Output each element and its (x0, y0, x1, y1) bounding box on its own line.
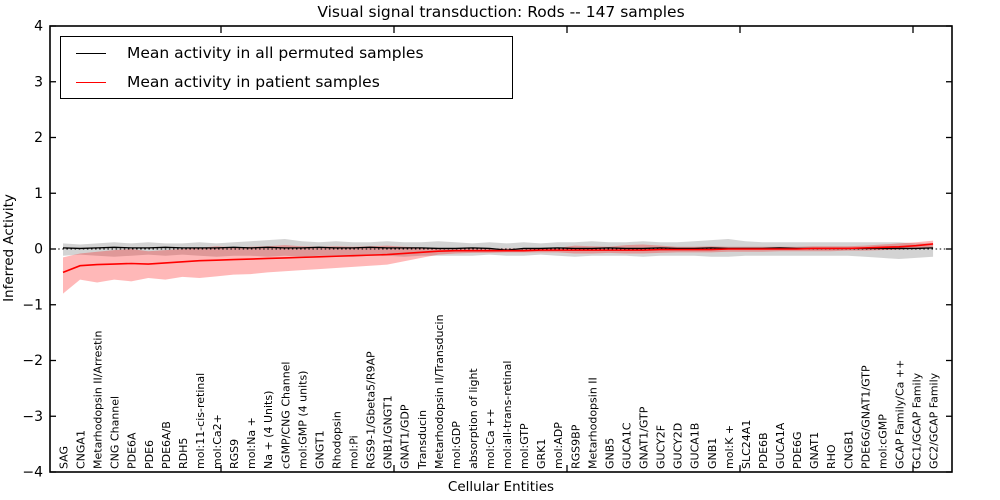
legend-item-label: Mean activity in patient samples (127, 73, 380, 91)
x-category-label: mol:GMP (4 units) (296, 371, 309, 469)
x-category-label: Na + (4 Units) (262, 391, 275, 469)
y-tick-label: −4 (22, 465, 43, 481)
chart-title: Visual signal transduction: Rods -- 147 … (317, 3, 685, 21)
y-tick-label: 4 (34, 19, 43, 35)
x-category-label: mol:K + (723, 425, 736, 469)
x-category-label: SAG (58, 446, 71, 469)
permuted-mean-line (62, 246, 934, 251)
legend-line-sample (76, 81, 106, 83)
x-category-label: PDE6G (791, 431, 804, 469)
x-category-label: RDH5 (177, 438, 190, 469)
x-category-label: CNG Channel (109, 396, 122, 469)
x-category-label: GUCA1B (689, 423, 702, 469)
legend-item-patient: Mean activity in patient samples (61, 68, 512, 97)
x-category-label: Transducin (416, 410, 429, 470)
x-category-label: RGS9-1/Gbeta5/R9AP (365, 351, 378, 469)
x-category-label: RGS9BP (569, 424, 582, 469)
x-category-label: GUCY2F (655, 425, 668, 469)
x-category-label: GNB1/GNGT1 (382, 395, 395, 469)
patient-band (63, 240, 934, 294)
x-category-label: GNB1 (706, 438, 719, 469)
x-category-label: mol:all-trans-retinal (501, 361, 514, 469)
legend: Mean activity in all permuted samples Me… (60, 36, 513, 99)
x-category-label: mol:Ca2+ (211, 414, 224, 469)
x-category-label: mol:GDP (450, 421, 463, 469)
x-category-label: GC2/GCAP Family (928, 372, 941, 469)
x-category-label: GNB5 (603, 438, 616, 469)
x-axis-label: Cellular Entities (447, 479, 555, 495)
y-tick-label: −2 (22, 353, 43, 369)
legend-item-permuted: Mean activity in all permuted samples (61, 39, 512, 68)
x-category-label: mol:cGMP (876, 414, 889, 469)
x-category-label: GUCY2D (672, 423, 685, 469)
x-category-label: CNGB1 (842, 430, 855, 469)
x-category-label: CNGA1 (75, 430, 88, 469)
x-category-label: mol:Na + (245, 417, 258, 469)
x-category-label: GRK1 (535, 439, 548, 469)
x-category-label: mol:Pi (348, 435, 361, 469)
patient-mean-line (62, 243, 934, 274)
x-category-label: GNAT1 (808, 432, 821, 469)
x-category-label: SLC24A1 (740, 420, 753, 469)
x-category-label: GNAT1/GDP (399, 404, 412, 469)
x-category-label: mol:11-cis-retinal (194, 373, 207, 469)
x-category-label: mol:GTP (518, 423, 531, 469)
x-category-label: mol:ADP (552, 422, 565, 469)
y-tick-label: 3 (34, 74, 43, 90)
x-category-label: Metarhodopsin II/Transducin (433, 314, 446, 469)
x-category-label: GNAT1/GTP (638, 406, 651, 469)
x-category-label: PDE6G/GNAT1/GTP (859, 365, 872, 469)
y-tick-label: 2 (34, 130, 43, 146)
x-category-label: PDE6 (143, 440, 156, 469)
x-category-label: mol:Ca ++ (484, 408, 497, 469)
x-category-label: cGMP/CNG Channel (279, 362, 292, 470)
x-category-label: absorption of light (467, 368, 480, 469)
y-tick-label: −1 (22, 297, 43, 313)
y-axis-label: Inferred Activity (1, 194, 17, 302)
x-category-label: RGS9 (228, 439, 241, 469)
x-category-label: GC1/GCAP Family (911, 372, 924, 469)
x-category-label: PDE6B (757, 432, 770, 469)
x-category-label: Metarhodopsin II (586, 377, 599, 469)
x-category-label: Rhodopsin (330, 411, 343, 469)
x-category-label: GUCA1C (620, 422, 633, 469)
y-tick-label: −3 (22, 409, 43, 425)
x-category-label: PDE6A (126, 432, 139, 469)
x-category-label: GUCA1A (774, 422, 787, 469)
x-category-label: Metarhodopsin II/Arrestin (92, 331, 105, 469)
x-category-label: PDE6A/B (160, 421, 173, 469)
x-category-label: RHO (825, 444, 838, 469)
legend-item-label: Mean activity in all permuted samples (127, 44, 424, 62)
legend-line-sample (76, 52, 106, 54)
x-category-label: GNGT1 (313, 430, 326, 469)
y-tick-label: 1 (34, 186, 43, 202)
x-category-label: GCAP Family/Ca ++ (893, 360, 906, 469)
y-tick-label: 0 (34, 242, 43, 258)
